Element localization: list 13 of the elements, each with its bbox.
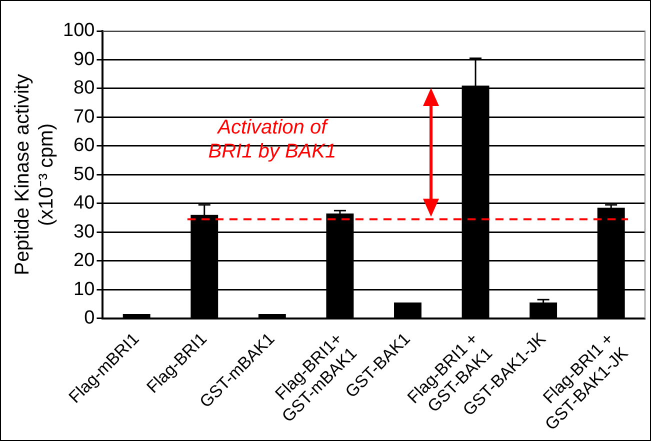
y-tick-label: 20 — [74, 250, 95, 272]
y-tick-label: 100 — [63, 20, 95, 42]
y-tick-label: 70 — [74, 106, 95, 128]
y-axis-title: Peptide Kinase activity (x10⁻³ cpm) — [12, 74, 58, 276]
y-tick-label: 80 — [74, 78, 95, 99]
y-tick-label: 30 — [74, 221, 95, 242]
y-tick-label: 90 — [74, 48, 95, 70]
y-tick-label: 60 — [74, 135, 95, 156]
annotation: Activation of BRI1 by BAK1 — [208, 116, 336, 163]
y-tick-label: 10 — [74, 278, 95, 300]
y-tick-label: 50 — [74, 164, 95, 185]
y-tick-label: 40 — [74, 192, 95, 214]
y-tick-label: 0 — [84, 308, 95, 329]
